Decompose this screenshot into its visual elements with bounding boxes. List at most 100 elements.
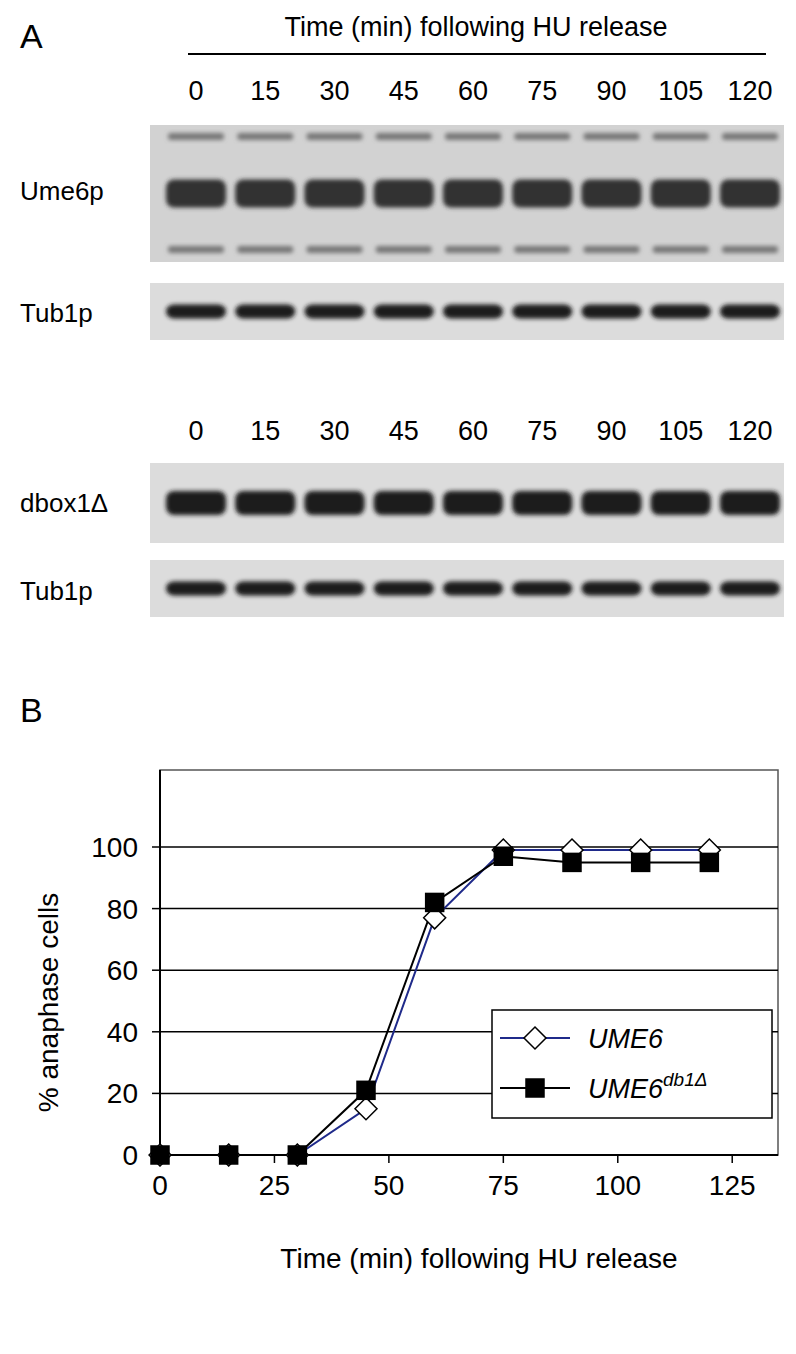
blot-band bbox=[166, 305, 226, 319]
blot-band bbox=[443, 180, 503, 208]
lane-label: 45 bbox=[389, 416, 419, 446]
marker-square bbox=[700, 853, 718, 871]
blot-band bbox=[512, 305, 572, 319]
y-tick bbox=[152, 969, 160, 971]
blot-band-faint bbox=[722, 246, 778, 253]
blot-band bbox=[651, 582, 711, 596]
marker-square bbox=[632, 853, 650, 871]
blot-membrane bbox=[150, 560, 784, 617]
blot-row-label: Ume6p bbox=[20, 176, 104, 206]
marker-square bbox=[426, 893, 444, 911]
lane-label: 45 bbox=[389, 76, 419, 106]
x-tick bbox=[274, 1155, 276, 1163]
y-tick-label: 40 bbox=[107, 1017, 138, 1048]
blot-band bbox=[305, 305, 365, 319]
blot-band bbox=[651, 305, 711, 319]
blot-band bbox=[582, 180, 642, 208]
y-tick-label: 0 bbox=[122, 1140, 138, 1171]
lane-label: 105 bbox=[658, 76, 703, 106]
blot-band-faint bbox=[376, 246, 432, 253]
legend-label: UME6db1Δ bbox=[588, 1069, 707, 1104]
lane-label: 120 bbox=[727, 416, 772, 446]
blot-band bbox=[374, 305, 434, 319]
lane-label: 15 bbox=[250, 416, 280, 446]
marker-square bbox=[357, 1081, 375, 1099]
blot-band bbox=[720, 582, 780, 596]
lane-label: 0 bbox=[188, 416, 203, 446]
grid-line bbox=[160, 846, 778, 848]
y-axis-title: % anaphase cells bbox=[33, 893, 64, 1112]
x-tick bbox=[617, 1155, 619, 1163]
lane-label: 15 bbox=[250, 76, 280, 106]
blot-band bbox=[374, 180, 434, 208]
lane-label: 105 bbox=[658, 416, 703, 446]
blot-band bbox=[720, 491, 780, 515]
blot-band bbox=[235, 582, 295, 596]
lane-label: 30 bbox=[319, 76, 349, 106]
x-tick-label: 50 bbox=[373, 1170, 404, 1201]
x-tick bbox=[731, 1155, 733, 1163]
blot-band-faint bbox=[445, 246, 501, 253]
blot-band bbox=[235, 491, 295, 515]
blot-band-faint bbox=[445, 133, 501, 140]
y-tick bbox=[152, 908, 160, 910]
blot-band-faint bbox=[376, 133, 432, 140]
blot-band-faint bbox=[653, 246, 709, 253]
lane-label: 30 bbox=[319, 416, 349, 446]
blot-band-faint bbox=[237, 246, 293, 253]
marker-diamond bbox=[149, 1144, 171, 1166]
marker-diamond bbox=[286, 1144, 308, 1166]
x-tick bbox=[503, 1155, 505, 1163]
blot-band bbox=[374, 491, 434, 515]
legend-label-base: UME6 bbox=[588, 1074, 664, 1104]
blot-band bbox=[582, 305, 642, 319]
marker-diamond bbox=[355, 1098, 377, 1120]
blot-band-faint bbox=[237, 133, 293, 140]
legend-box bbox=[492, 1010, 772, 1118]
marker-diamond bbox=[218, 1144, 240, 1166]
blot-band bbox=[166, 180, 226, 208]
blot-row-label: dbox1Δ bbox=[20, 488, 108, 518]
blot-band bbox=[512, 582, 572, 596]
blot-band-faint bbox=[722, 133, 778, 140]
lane-label: 0 bbox=[188, 76, 203, 106]
marker-square bbox=[494, 847, 512, 865]
x-tick bbox=[388, 1155, 390, 1163]
blot-band bbox=[235, 180, 295, 208]
x-axis-title: Time (min) following HU release bbox=[280, 1243, 677, 1274]
blot-band-faint bbox=[168, 246, 224, 253]
blot-band bbox=[374, 582, 434, 596]
blot-band bbox=[582, 582, 642, 596]
blot-band-faint bbox=[584, 133, 640, 140]
x-tick-label: 125 bbox=[709, 1170, 756, 1201]
blot-band bbox=[720, 180, 780, 208]
plot-frame bbox=[160, 770, 778, 1155]
y-tick-label: 80 bbox=[107, 894, 138, 925]
y-tick bbox=[152, 846, 160, 848]
blot-band bbox=[720, 305, 780, 319]
panel-label: A bbox=[20, 17, 43, 55]
lane-label: 75 bbox=[527, 416, 557, 446]
blot-row-label: Tub1p bbox=[20, 576, 93, 606]
blot-band bbox=[443, 305, 503, 319]
x-tick-label: 25 bbox=[259, 1170, 290, 1201]
blot-band-faint bbox=[307, 133, 363, 140]
legend-marker bbox=[526, 1079, 544, 1097]
figure: A B Time (min) following HU release 0 15 30 45… bbox=[0, 0, 796, 1354]
panel-label: B bbox=[20, 691, 43, 729]
blot-membrane bbox=[150, 463, 784, 543]
lane-label: 90 bbox=[596, 416, 626, 446]
y-tick-label: 100 bbox=[91, 832, 138, 863]
blot-band-faint bbox=[653, 133, 709, 140]
header-rule bbox=[188, 53, 766, 55]
lane-label: 60 bbox=[458, 76, 488, 106]
blot-band bbox=[512, 491, 572, 515]
marker-square bbox=[220, 1146, 238, 1164]
legend-label: UME6 bbox=[588, 1024, 664, 1054]
x-tick-label: 100 bbox=[594, 1170, 641, 1201]
y-tick-label: 20 bbox=[107, 1078, 138, 1109]
blot-band-faint bbox=[168, 133, 224, 140]
marker-square bbox=[563, 853, 581, 871]
x-tick-label: 0 bbox=[152, 1170, 168, 1201]
lane-label: 90 bbox=[596, 76, 626, 106]
